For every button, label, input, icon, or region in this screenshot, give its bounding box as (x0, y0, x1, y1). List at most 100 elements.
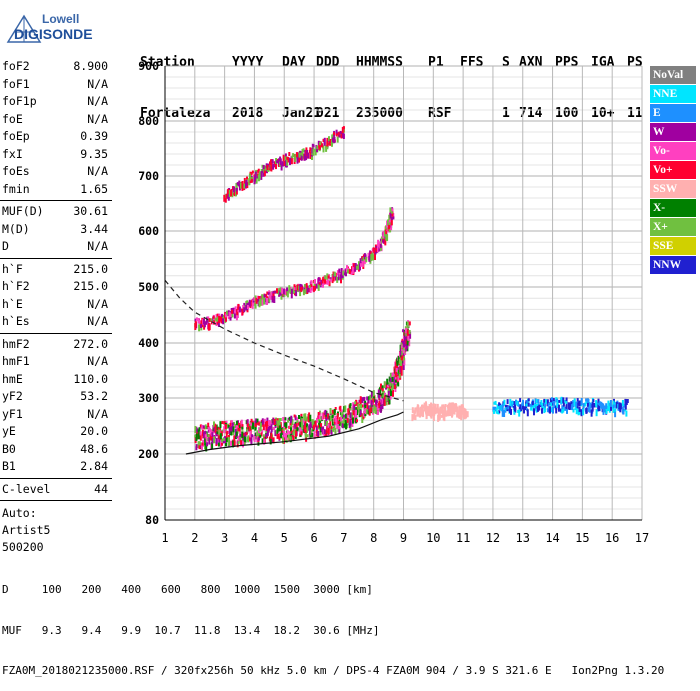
trace-point (369, 399, 372, 404)
trace-point (575, 401, 578, 407)
trace-point (234, 423, 237, 428)
trace-point (235, 420, 238, 426)
trace-point (393, 371, 396, 377)
trace-point (595, 409, 598, 417)
autoscaling-info: Auto: Artist5 500200 (0, 505, 112, 556)
trace-point (249, 430, 252, 438)
x-tick-label: 16 (605, 531, 619, 545)
trace-point (257, 297, 260, 303)
trace-point (235, 431, 238, 437)
trace-point (303, 153, 306, 161)
trace-point (239, 433, 242, 437)
trace-point (261, 418, 264, 425)
trace-point (541, 404, 544, 408)
trace-point (607, 405, 610, 411)
trace-point (221, 421, 224, 424)
trace-point (314, 420, 317, 427)
trace-point (338, 423, 340, 430)
trace-point (286, 291, 289, 297)
trace-point (286, 159, 289, 166)
trace-point (463, 413, 466, 420)
param-label: yF1 (2, 406, 23, 421)
trace-point (345, 421, 348, 426)
trace-point (390, 217, 393, 220)
param-row: foF1p N/A (0, 93, 112, 111)
trace-point (304, 432, 307, 438)
trace-point (209, 434, 212, 441)
trace-point (562, 402, 565, 407)
trace-point (333, 137, 336, 143)
trace-point (221, 313, 224, 317)
trace-point (207, 316, 210, 320)
legend-item: Vo+ (650, 161, 696, 179)
trace-point (225, 420, 228, 425)
trace-point (618, 402, 621, 410)
trace-point (219, 316, 222, 322)
trace-point (396, 358, 399, 366)
trace-point (312, 148, 315, 156)
trace-point (408, 339, 411, 347)
trace-point (327, 275, 330, 279)
param-label: fmin (2, 181, 30, 196)
trace-point (346, 413, 349, 418)
trace-point (299, 427, 302, 435)
trace-point (278, 418, 281, 425)
trace-point (270, 164, 273, 172)
trace-point (361, 404, 364, 408)
trace-point (597, 398, 600, 403)
trace-point (404, 339, 407, 347)
param-value: 30.61 (73, 204, 108, 218)
param-value: 44 (94, 481, 108, 496)
trace-point (269, 437, 272, 445)
trace-point (384, 238, 387, 246)
trace-point (347, 269, 349, 274)
trace-point (622, 410, 625, 415)
trace-point (286, 287, 289, 293)
trace-point (273, 419, 276, 425)
trace-point (380, 383, 382, 390)
param-label: h`Es (2, 314, 30, 328)
trace-point (359, 396, 362, 402)
param-label: yF2 (2, 389, 23, 403)
trace-point (222, 437, 225, 441)
trace-point (201, 424, 204, 430)
trace-point (582, 403, 585, 409)
trace-point (271, 437, 274, 443)
trace-point (253, 423, 256, 429)
trace-point (379, 401, 382, 409)
y-tick-label: 200 (138, 447, 159, 461)
param-label: MUF(D) (2, 204, 44, 218)
legend-item: NNE (650, 85, 696, 103)
trace-point (264, 421, 267, 427)
trace-point (267, 292, 270, 296)
trace-point (244, 438, 247, 443)
trace-point (296, 284, 299, 291)
trace-point (295, 152, 298, 158)
y-tick-label: 800 (138, 114, 159, 128)
trace-point (317, 140, 320, 145)
trace-point (421, 407, 423, 413)
trace-point (247, 423, 250, 430)
trace-point (249, 171, 252, 175)
param-row: yF1 N/A (0, 406, 112, 424)
trace-point (382, 394, 385, 398)
trace-point (550, 407, 553, 413)
trace-point (506, 399, 509, 405)
trace-point (397, 380, 399, 385)
trace-point (225, 313, 227, 318)
trace-point (208, 323, 211, 331)
trace-point (453, 407, 455, 412)
trace-point (366, 402, 369, 410)
trace-point (566, 408, 568, 414)
trace-point (544, 406, 547, 413)
trace-point (218, 438, 221, 444)
trace-point (321, 413, 324, 421)
trace-point (288, 434, 290, 439)
trace-point (363, 260, 366, 265)
trace-point (388, 221, 391, 225)
trace-point (201, 429, 204, 436)
trace-point (388, 214, 391, 220)
trace-point (267, 426, 270, 431)
trace-point (363, 407, 366, 412)
param-value: 2.84 (80, 459, 108, 473)
